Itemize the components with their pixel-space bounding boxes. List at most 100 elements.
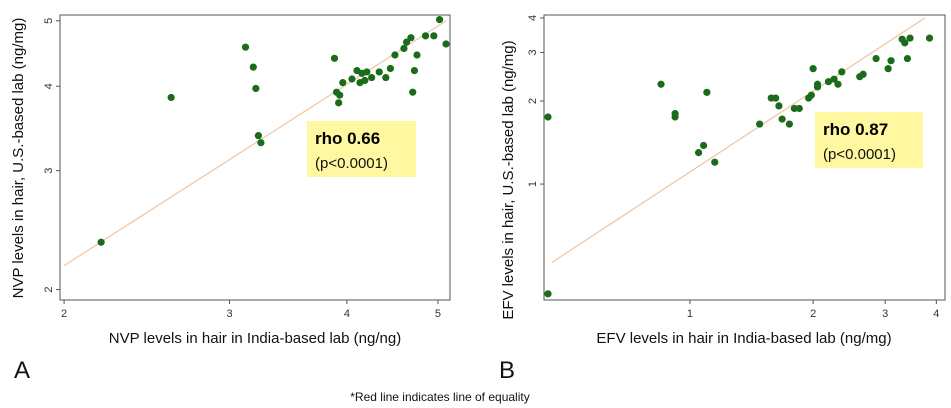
panel-a-data-point (254, 132, 263, 140)
panel-b-y-axis: 1 2 3 4 (527, 15, 544, 187)
panel-a-y-axis: 2 3 4 5 (43, 18, 60, 293)
panel-a-data-point (386, 64, 394, 73)
panel-b-data-point (824, 78, 833, 86)
panel-b-p-value: (p<0.0001) (823, 146, 896, 163)
panel-a-data-point (241, 43, 250, 51)
panel-a-data-point (391, 51, 399, 59)
panel-b-y-tick-label: 2 (527, 98, 539, 104)
panel-a-data-point (97, 238, 105, 246)
panel-a-data-point (336, 91, 344, 99)
panel-b-data-point (884, 65, 892, 73)
panel-b-data-point (703, 88, 711, 96)
panel-b-data-point (887, 57, 895, 65)
panel-b-data-point (795, 104, 803, 113)
panel-b-data-point (657, 80, 665, 88)
panel-b-data-point (872, 54, 880, 63)
panel-a-y-label: NVP levels in hair, U.S.-based lab (ng/m… (10, 18, 27, 299)
panel-a-x-label: NVP levels in hair in India-based lab (n… (109, 330, 401, 347)
panel-a-data-point (167, 93, 175, 102)
panel-a-data-point (442, 40, 450, 48)
panel-a-data-point (361, 76, 369, 85)
panel-a-x-axis: 2 3 4 5 (61, 300, 441, 320)
panel-b-chart: 1 2 3 4 1 2 3 4 rho 0.87 (p<0.0001) EFV levels… (499, 14, 946, 384)
panel-b-data-point (838, 68, 846, 76)
panel-a-rho-box (307, 121, 416, 177)
panel-b-data-point (756, 120, 764, 128)
panel-b-data-point (807, 91, 815, 99)
panel-a-data-point (382, 73, 390, 82)
panel-a-y-tick-label: 2 (43, 286, 55, 292)
panel-a-x-tick-label: 5 (435, 308, 441, 320)
panel-a-x-tick-label: 4 (344, 308, 350, 320)
panel-a-data-point (249, 63, 257, 71)
panel-b-data-point (901, 39, 909, 47)
panel-b-y-tick-label: 4 (527, 15, 539, 21)
panel-a-data-point (368, 73, 376, 82)
footnote: *Red line indicates line of equality (350, 390, 529, 404)
panel-b-data-point (711, 158, 719, 166)
panel-a-data-point (402, 38, 411, 46)
panel-b-data-point (813, 80, 822, 88)
panel-b-rho-box (815, 112, 923, 168)
panel-b-x-label: EFV levels in hair in India-based lab (n… (596, 330, 891, 347)
panel-b-data-point (778, 115, 786, 123)
panel-a-p-value: (p<0.0001) (315, 155, 388, 172)
panel-b-data-point (859, 70, 867, 78)
panel-b-x-tick-label: 2 (810, 308, 816, 320)
panel-a-data-point (435, 16, 444, 24)
panel-a-plot-frame (59, 14, 451, 301)
panel-b-rho-value: rho 0.87 (823, 120, 888, 139)
panel-a-equality-line (63, 20, 447, 267)
panel-a-rho-value: rho 0.66 (315, 129, 380, 148)
panel-b-data-point (700, 141, 708, 150)
panel-b-data-point (772, 94, 780, 102)
panel-b-data-point (544, 290, 552, 298)
panel-a-data-point (335, 99, 343, 107)
panel-a-y-tick-label: 3 (43, 168, 55, 174)
panel-b-data-point (694, 149, 703, 157)
panel-a-y-tick-label: 4 (43, 83, 55, 89)
panel-a-points (97, 16, 450, 246)
panel-a-data-point (430, 32, 438, 40)
panel-a-data-point (252, 84, 260, 93)
panel-a-x-tick-label: 2 (61, 308, 67, 320)
panel-b-data-point (834, 80, 842, 88)
panel-b-x-tick-label: 1 (687, 308, 693, 320)
panel-a-chart: 2 3 4 5 2 3 4 5 rho 0.66 (p<0.0001) NVP levels… (10, 14, 451, 384)
panel-b-x-tick-label: 4 (933, 308, 939, 320)
panel-a-data-point (339, 79, 347, 87)
panel-a-data-point (413, 51, 421, 59)
panel-b-data-point (671, 110, 679, 118)
panel-b-data-point (785, 120, 793, 128)
panel-a-data-point (330, 54, 339, 62)
panel-b-plot-frame (543, 14, 946, 301)
panel-a-data-point (348, 75, 356, 83)
panel-a-letter: A (14, 357, 30, 384)
panel-b-data-point (544, 113, 552, 121)
panel-b-data-point (903, 54, 912, 63)
panel-b-letter: B (499, 357, 515, 384)
panel-b-data-point (906, 34, 914, 42)
panel-a-data-point (410, 66, 419, 75)
panel-a-data-point (400, 44, 408, 53)
panel-a-data-point (421, 32, 430, 40)
panel-b-y-tick-label: 1 (527, 181, 539, 187)
panel-b-x-axis: 1 2 3 4 (687, 300, 939, 320)
panel-b-points (544, 34, 934, 298)
panel-b-x-tick-label: 3 (882, 308, 888, 320)
panel-b-data-point (809, 65, 817, 73)
panel-a-data-point (257, 139, 265, 147)
panel-b-data-point (925, 34, 934, 42)
panel-a-x-tick-label: 3 (226, 308, 232, 320)
panel-b-equality-line (551, 17, 926, 263)
panel-b-data-point (830, 75, 838, 83)
panel-b-y-label: EFV levels in hair, U.S.-based lab (ng/m… (500, 40, 517, 319)
panel-a-data-point (363, 68, 371, 76)
panel-a-data-point (375, 68, 383, 76)
panel-b-y-tick-label: 3 (527, 49, 539, 55)
panel-a-data-point (409, 88, 417, 96)
panel-a-data-point (407, 34, 415, 42)
panel-a-y-tick-label: 5 (43, 18, 55, 24)
panel-b-data-point (775, 102, 783, 110)
